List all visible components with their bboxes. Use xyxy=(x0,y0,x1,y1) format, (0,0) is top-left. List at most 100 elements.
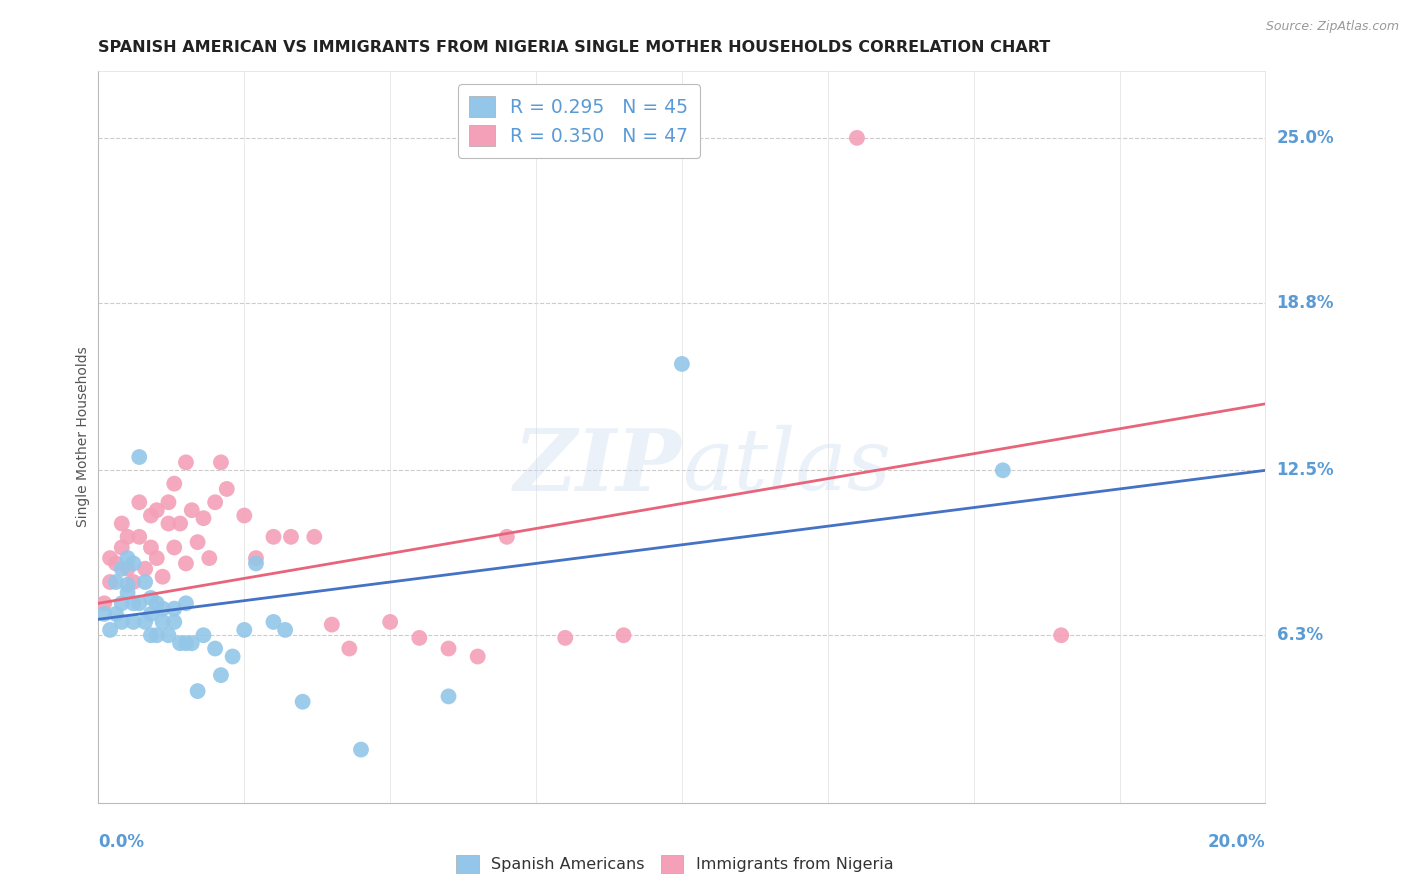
Point xyxy=(163,601,186,615)
Text: 25.0%: 25.0% xyxy=(1277,128,1334,147)
Point xyxy=(146,596,169,610)
Text: 6.3%: 6.3% xyxy=(1277,626,1323,644)
Point xyxy=(117,577,139,591)
Point xyxy=(98,623,121,637)
Point xyxy=(233,623,256,637)
Point xyxy=(163,541,186,555)
Point xyxy=(157,628,180,642)
Text: 12.5%: 12.5% xyxy=(1277,461,1334,479)
Point xyxy=(128,450,150,464)
Point xyxy=(233,508,256,523)
Point xyxy=(146,503,169,517)
Point xyxy=(157,495,180,509)
Point xyxy=(291,695,314,709)
Point xyxy=(193,628,215,642)
Point xyxy=(134,575,156,590)
Point xyxy=(152,615,174,629)
Point xyxy=(215,482,238,496)
Point xyxy=(437,641,460,656)
Point xyxy=(262,615,284,629)
Point xyxy=(350,742,373,756)
Point xyxy=(122,596,145,610)
Y-axis label: Single Mother Households: Single Mother Households xyxy=(76,347,90,527)
Point xyxy=(337,641,360,656)
Point xyxy=(408,631,430,645)
Point xyxy=(204,641,226,656)
Point xyxy=(209,668,232,682)
Point xyxy=(139,541,162,555)
Point xyxy=(134,615,156,629)
Point xyxy=(139,591,162,605)
Point xyxy=(280,530,302,544)
Point xyxy=(262,530,284,544)
Point xyxy=(128,495,150,509)
Point xyxy=(174,557,197,571)
Point xyxy=(98,551,121,566)
Point xyxy=(104,607,127,621)
Point xyxy=(152,570,174,584)
Point xyxy=(128,530,150,544)
Point xyxy=(174,636,197,650)
Point xyxy=(152,601,174,615)
Point xyxy=(437,690,460,704)
Point xyxy=(117,551,139,566)
Text: SPANISH AMERICAN VS IMMIGRANTS FROM NIGERIA SINGLE MOTHER HOUSEHOLDS CORRELATION: SPANISH AMERICAN VS IMMIGRANTS FROM NIGE… xyxy=(98,40,1050,55)
Point xyxy=(209,455,232,469)
Point xyxy=(163,476,186,491)
Point xyxy=(93,607,115,621)
Point xyxy=(221,649,243,664)
Text: 0.0%: 0.0% xyxy=(98,833,145,851)
Point xyxy=(111,541,134,555)
Point xyxy=(245,551,267,566)
Text: atlas: atlas xyxy=(682,425,891,508)
Point xyxy=(146,628,169,642)
Point xyxy=(122,575,145,590)
Point xyxy=(991,463,1014,477)
Point xyxy=(134,562,156,576)
Point xyxy=(122,615,145,629)
Point xyxy=(146,551,169,566)
Point xyxy=(245,557,267,571)
Point xyxy=(157,516,180,531)
Point xyxy=(128,596,150,610)
Point xyxy=(104,575,127,590)
Point xyxy=(111,615,134,629)
Point xyxy=(122,557,145,571)
Legend: R = 0.295   N = 45, R = 0.350   N = 47: R = 0.295 N = 45, R = 0.350 N = 47 xyxy=(458,85,700,158)
Point xyxy=(139,508,162,523)
Point xyxy=(304,530,326,544)
Point xyxy=(169,636,191,650)
Point xyxy=(193,511,215,525)
Point xyxy=(554,631,576,645)
Text: 18.8%: 18.8% xyxy=(1277,293,1334,312)
Point xyxy=(1050,628,1073,642)
Point xyxy=(174,455,197,469)
Point xyxy=(169,516,191,531)
Point xyxy=(163,615,186,629)
Point xyxy=(104,557,127,571)
Point xyxy=(117,562,139,576)
Point xyxy=(111,562,134,576)
Point xyxy=(98,575,121,590)
Point xyxy=(846,131,869,145)
Text: 20.0%: 20.0% xyxy=(1208,833,1265,851)
Point xyxy=(380,615,402,629)
Point xyxy=(139,607,162,621)
Point xyxy=(198,551,221,566)
Point xyxy=(204,495,226,509)
Point xyxy=(111,596,134,610)
Point xyxy=(467,649,489,664)
Point xyxy=(321,617,343,632)
Point xyxy=(187,684,209,698)
Point xyxy=(117,530,139,544)
Point xyxy=(274,623,297,637)
Point xyxy=(187,535,209,549)
Point xyxy=(93,596,115,610)
Point xyxy=(180,503,202,517)
Point xyxy=(671,357,693,371)
Point xyxy=(111,516,134,531)
Point xyxy=(612,628,634,642)
Legend: Spanish Americans, Immigrants from Nigeria: Spanish Americans, Immigrants from Niger… xyxy=(450,848,900,880)
Point xyxy=(117,585,139,599)
Text: ZIP: ZIP xyxy=(515,425,682,508)
